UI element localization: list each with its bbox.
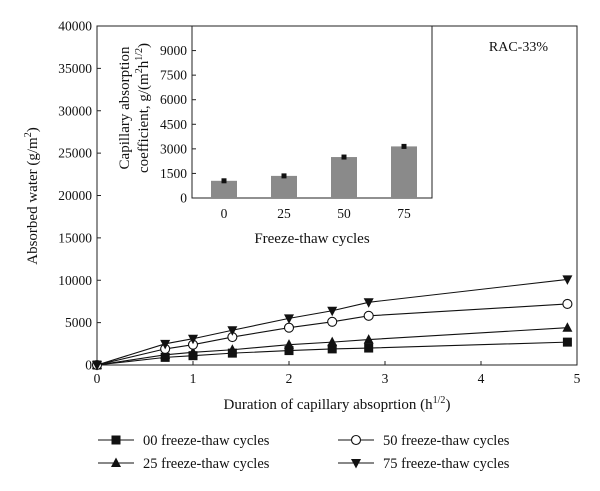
inset-x-tick-label: 0 [221, 206, 228, 221]
main-y-tick-label: 30000 [58, 103, 92, 118]
legend-item: 00 freeze-thaw cycles [98, 433, 270, 449]
legend-label: 00 freeze-thaw cycles [143, 433, 270, 449]
legend-marker [111, 435, 121, 445]
data-point [562, 322, 573, 332]
series-triangle-up [92, 322, 573, 369]
data-point [160, 349, 171, 359]
main-y-axis: 0 5000 10000 15000 20000 25000 30000 35000 40000 [58, 19, 101, 373]
legend-marker [351, 459, 361, 469]
data-point [327, 344, 337, 354]
main-x-tick-label: 3 [382, 371, 389, 386]
data-point [327, 336, 338, 347]
bar [271, 175, 297, 198]
main-x-tick-label: 0 [94, 371, 101, 386]
legend-item: 75 freeze-thaw cycles [338, 456, 510, 472]
legend: 00 freeze-thaw cycles 50 freeze-thaw cycl… [98, 433, 510, 472]
main-y-tick-label: 10000 [58, 273, 92, 288]
data-point [160, 339, 171, 350]
series-line [96, 327, 568, 366]
bar-mean-marker [281, 173, 287, 179]
main-y-tick-label: 20000 [58, 188, 92, 203]
data-point [363, 310, 374, 321]
data-point [364, 343, 374, 353]
data-point [227, 326, 238, 336]
main-y-tick-label: 15000 [58, 230, 92, 245]
inset-y-tick-label: 0 [180, 191, 187, 206]
main-series-group [91, 275, 573, 371]
inset-x-tick-label: 75 [397, 206, 411, 221]
inset-y-tick-label: 9000 [160, 43, 187, 58]
inset-x-tick-label: 50 [337, 206, 351, 221]
legend-marker [350, 434, 362, 446]
data-point [363, 298, 374, 308]
bar-mean-marker [221, 178, 227, 184]
legend-item: 50 freeze-thaw cycles [338, 433, 510, 449]
bar [391, 146, 417, 198]
inset-y-tick-label: 3000 [160, 141, 187, 156]
inset-x-tick-label: 25 [277, 206, 291, 221]
main-y-tick-label: 5000 [65, 315, 92, 330]
legend-label: 50 freeze-thaw cycles [383, 433, 510, 449]
legend-label: 25 freeze-thaw cycles [143, 456, 270, 472]
inset-y-tick-label: 7500 [160, 68, 187, 83]
inset-x-axis-label: Freeze-thaw cycles [254, 231, 370, 247]
data-point [562, 298, 573, 310]
data-point [562, 337, 572, 347]
main-x-tick-label: 5 [574, 371, 581, 386]
inset-y-axis-label-line2: coefficient, g/(m2h1/2) [134, 43, 152, 173]
main-line-chart: 0500010000150002000025000300003500040000… [23, 19, 581, 414]
data-point [284, 314, 294, 324]
series-line [96, 341, 568, 366]
main-y-tick-label: 40000 [58, 19, 92, 34]
inset-y-axis: 0 1500 3000 4500 6000 7500 9000 [160, 43, 196, 206]
bar [211, 180, 237, 198]
inset-y-tick-label: 1500 [160, 166, 187, 181]
inset-bar-chart: 0 1500 3000 4500 6000 7500 9000 0 25 50 75 Freeze… [117, 25, 433, 247]
data-point [188, 334, 198, 345]
main-y-tick-label: 0 [85, 358, 92, 373]
main-y-axis-label: Absorbed water (g/m2) [23, 127, 41, 264]
data-point [363, 334, 374, 344]
inset-y-tick-label: 4500 [160, 117, 187, 132]
main-y-tick-label: 35000 [58, 61, 92, 76]
data-point [284, 346, 294, 356]
data-point [227, 344, 238, 354]
main-x-tick-label: 4 [478, 371, 485, 386]
data-point [188, 346, 198, 357]
data-point [562, 275, 573, 285]
inset-x-axis: 0 25 50 75 [221, 206, 411, 221]
legend-marker [111, 457, 121, 467]
bar-mean-marker [401, 143, 407, 149]
series-line [96, 278, 568, 366]
legend-label: 75 freeze-thaw cycles [383, 456, 510, 472]
main-x-axis-label: Duration of capillary absoprtion (h1/2) [224, 395, 451, 413]
data-point [92, 361, 102, 371]
data-point [327, 306, 338, 317]
inset-y-axis-label-line1: Capillary absorption [117, 46, 133, 169]
bar-mean-marker [341, 154, 347, 160]
inset-y-tick-label: 6000 [160, 92, 187, 107]
data-point [283, 322, 295, 333]
data-point [327, 316, 338, 327]
main-y-tick-label: 25000 [58, 146, 92, 161]
chart-annotation: RAC-33% [489, 40, 548, 55]
inset-bars-group [211, 143, 417, 198]
main-x-tick-label: 1 [190, 371, 197, 386]
data-point [284, 339, 294, 349]
legend-item: 25 freeze-thaw cycles [98, 456, 270, 472]
bar [331, 157, 357, 198]
series-triangle-down [92, 275, 573, 371]
main-x-tick-label: 2 [286, 371, 293, 386]
